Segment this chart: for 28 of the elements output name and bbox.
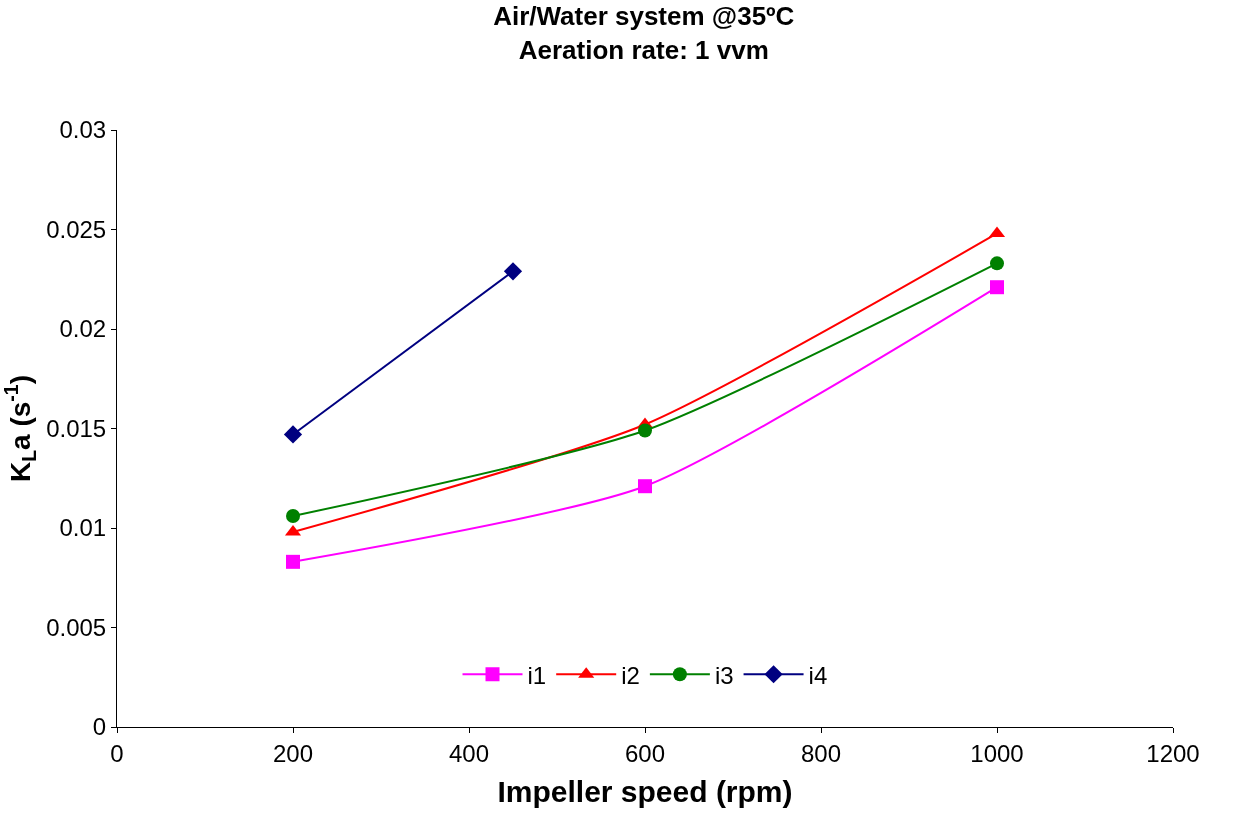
legend-label: i2	[621, 661, 640, 689]
x-tick-label: 800	[800, 739, 842, 767]
x-tick-label: 1000	[970, 739, 1024, 767]
y-tick-label: 0.01	[59, 514, 107, 542]
point	[990, 256, 1004, 271]
y-tick-label: 0.005	[46, 613, 107, 641]
point	[638, 479, 652, 494]
point	[990, 280, 1004, 295]
point	[286, 509, 300, 524]
x-tick-label: 200	[272, 739, 314, 767]
x-tick-label: 0	[110, 739, 124, 767]
y-tick-label: 0.03	[59, 116, 107, 144]
x-axis-title: Impeller speed (rpm)	[497, 775, 793, 809]
x-tick-label: 1200	[1146, 739, 1200, 767]
legend-label: i3	[714, 661, 734, 689]
legend-label: i1	[527, 661, 547, 689]
point	[286, 554, 300, 569]
point	[638, 423, 652, 438]
y-tick-label: 0.015	[46, 414, 107, 442]
y-tick-label: 0	[92, 713, 107, 741]
y-tick-label: 0.025	[46, 215, 107, 243]
x-tick-label: 400	[448, 739, 490, 767]
chart-title: Air/Water system @35ºC Aeration rate: 1 vvm	[493, 0, 795, 65]
point	[503, 262, 523, 281]
y-tick-label: 0.02	[59, 315, 107, 343]
x-tick-label: 600	[624, 739, 666, 767]
legend-label: i4	[808, 661, 828, 689]
point	[283, 425, 303, 444]
